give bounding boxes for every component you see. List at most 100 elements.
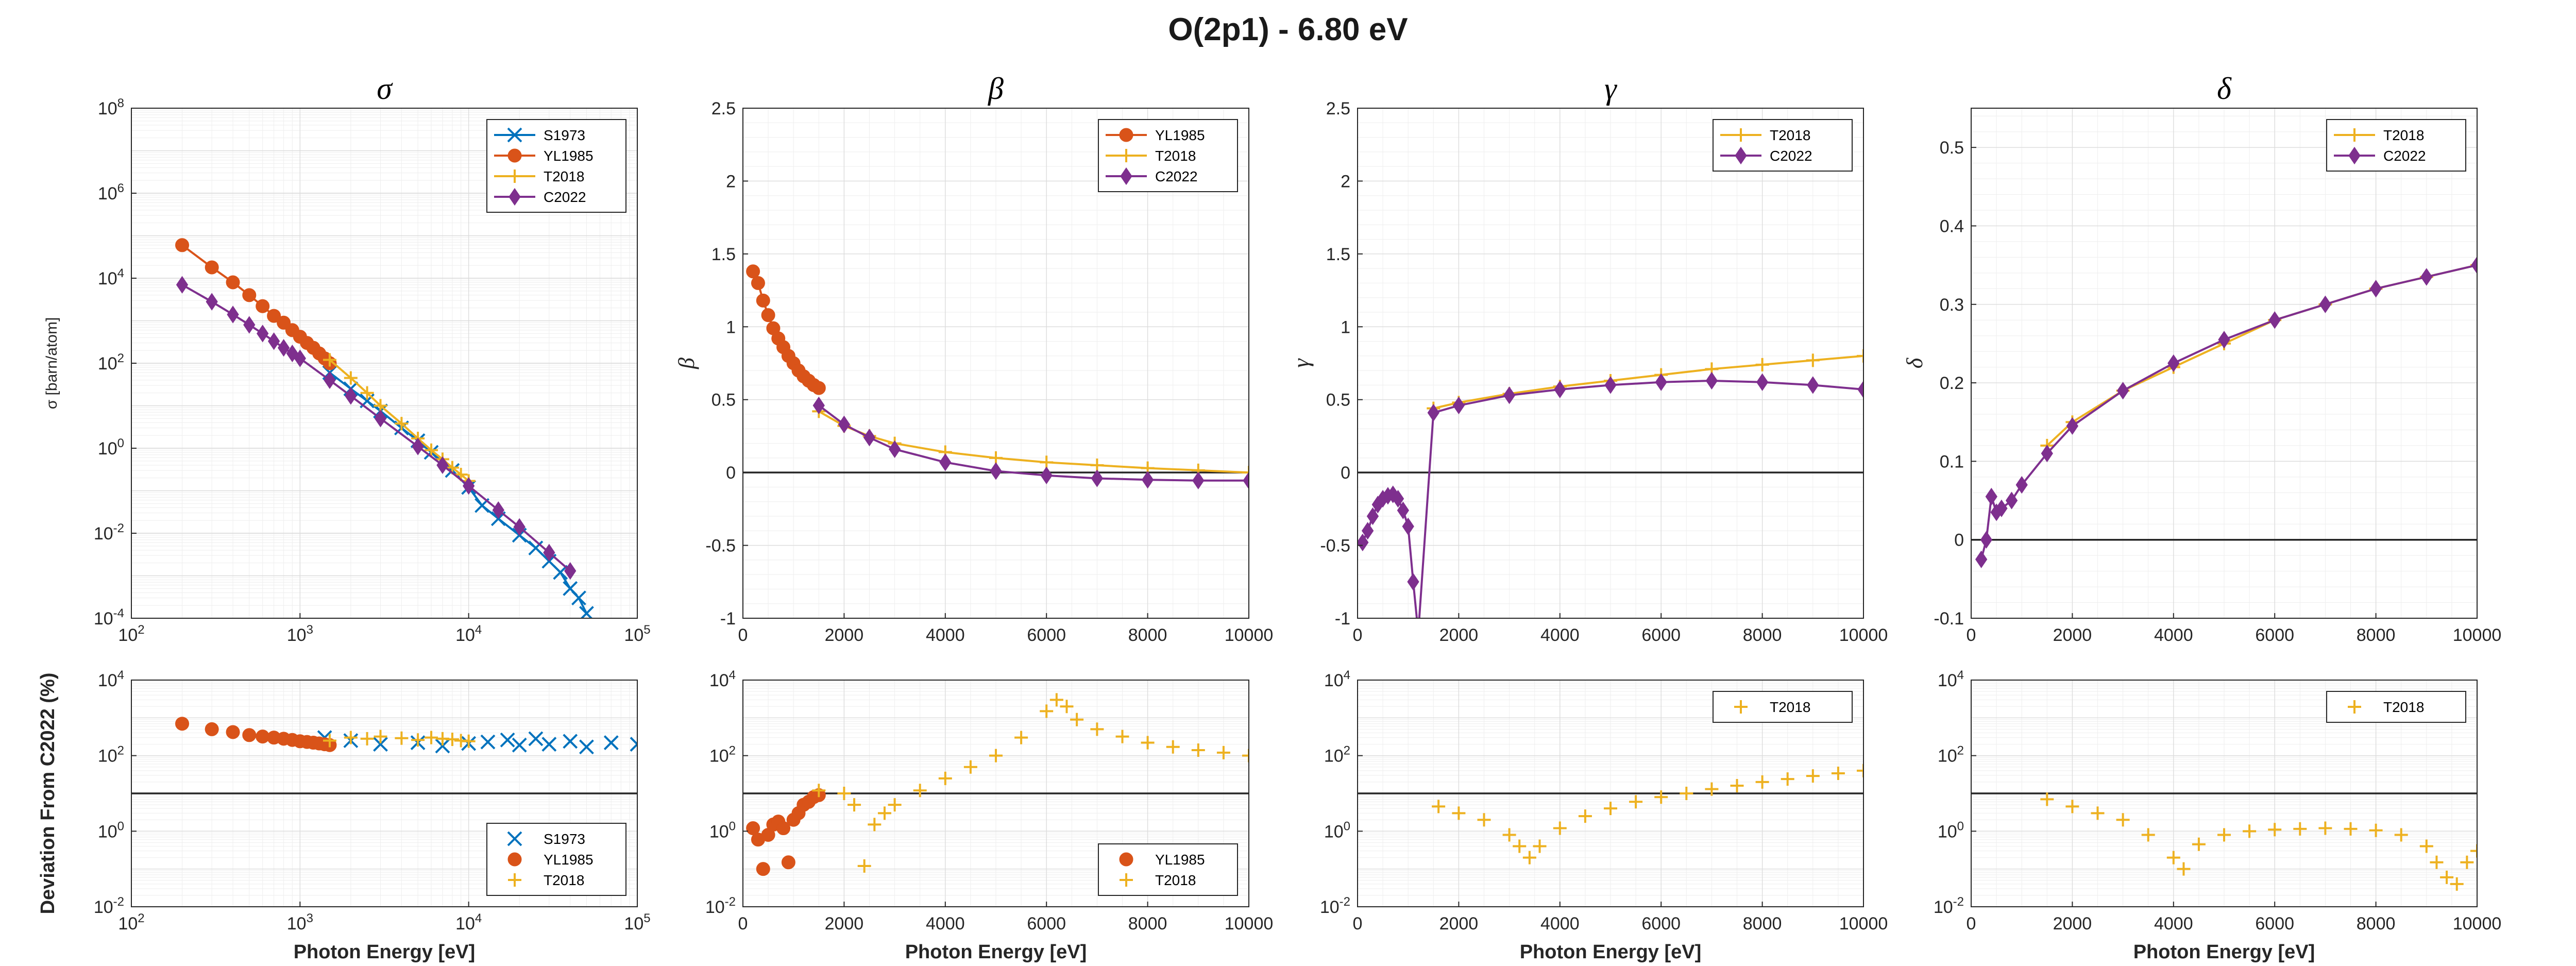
series-group	[2040, 792, 2477, 891]
point-T2018-18	[1831, 767, 1845, 781]
point-T2018-20	[1191, 743, 1205, 757]
y-tick-label: 102	[1324, 744, 1350, 766]
legend: S1973 YL1985 T2018 C2022	[486, 119, 626, 213]
point-T2018-15	[1755, 775, 1769, 789]
point-T2018-6	[425, 731, 438, 744]
point-T2018-22	[1242, 749, 1249, 762]
x-tick-label: 103	[287, 911, 313, 934]
x-tick-label: 0	[738, 625, 748, 645]
legend-marker-T2018	[508, 873, 521, 887]
y-tick-label: 102	[1938, 744, 1964, 766]
point-C2022-20	[1807, 376, 1819, 394]
point-C2022-9	[1192, 471, 1205, 489]
point-T2018-10	[462, 734, 476, 748]
point-C2022-0	[812, 396, 825, 415]
legend-marker-T2018	[508, 170, 521, 183]
point-C2022-3	[243, 316, 256, 334]
point-T2018-11	[2293, 822, 2307, 836]
point-T2018-7	[913, 784, 927, 798]
point-C2022-10	[2167, 354, 2180, 372]
point-T2018-4	[1513, 839, 1527, 853]
point-YL1985-0	[746, 264, 760, 279]
point-C2022-1	[1361, 522, 1374, 540]
point-S1973-14	[630, 737, 637, 752]
point-S1973-2	[373, 737, 388, 752]
point-T2018-3	[374, 730, 387, 743]
x-axis-label: Photon Energy [eV]	[1520, 941, 1702, 963]
legend-label-T2018: T2018	[544, 168, 584, 184]
point-T2018-4	[2141, 828, 2155, 842]
grid	[1971, 108, 2478, 619]
point-C2022-14	[2369, 280, 2382, 298]
x-tick-label: 10000	[2453, 625, 2502, 645]
point-YL1985-1	[205, 722, 219, 736]
point-T2018-3	[857, 859, 871, 873]
y-tick-label: 0.4	[1940, 216, 1964, 236]
y-axis-label: σ [barn/atom]	[43, 317, 60, 410]
y-tick-label: 10-2	[1320, 895, 1350, 917]
legend-label-T2018: T2018	[1770, 127, 1810, 143]
point-T2018-0	[812, 784, 826, 798]
x-tick-label: 2000	[825, 625, 864, 645]
point-T2018-14	[1730, 779, 1744, 793]
point-S1973-8	[512, 737, 527, 753]
point-T2018-7	[1553, 821, 1567, 835]
point-C2022-7	[1091, 469, 1104, 487]
point-T2018-2	[1477, 813, 1491, 827]
point-T2018-10	[989, 749, 1003, 762]
point-C2022-5	[2005, 492, 2018, 510]
point-S1973-12	[528, 540, 544, 556]
point-YL1985-3	[242, 288, 257, 302]
y-tick-label: 0.5	[1940, 138, 1964, 158]
point-T2018-1	[1452, 806, 1466, 820]
x-tick-label: 10000	[1839, 914, 1888, 934]
y-tick-label: 0.3	[1940, 295, 1964, 315]
x-tick-label: 6000	[2255, 914, 2294, 934]
y-tick-label: 100	[709, 819, 736, 841]
point-T2018-10	[1242, 466, 1249, 480]
y-tick-label: 106	[98, 181, 124, 204]
point-C2022-8	[1141, 471, 1154, 489]
x-tick-label: 0	[1967, 625, 1976, 645]
point-C2022-7	[1392, 489, 1404, 508]
legend-marker-T2018	[1734, 128, 1748, 142]
x-tick-label: 2000	[1439, 625, 1479, 645]
legend-marker-T2018	[1734, 700, 1748, 714]
point-S1973-14	[553, 565, 568, 580]
legend-marker-YL1985	[507, 852, 522, 867]
x-tick-label: 10000	[1225, 914, 1274, 934]
point-T2018-4	[868, 818, 882, 832]
point-T2018-16	[1090, 722, 1104, 736]
point-C2022-9	[2116, 382, 2129, 400]
x-tick-label: 0	[1353, 914, 1363, 934]
point-T2018-17	[1115, 730, 1129, 743]
legend-label-T2018: T2018	[1155, 148, 1196, 164]
point-S1973-11	[563, 734, 578, 749]
point-C2022-15	[1554, 380, 1566, 399]
point-T2018-1	[837, 787, 851, 800]
point-YL1985-6	[776, 821, 791, 836]
point-T2018-9	[1857, 349, 1863, 363]
point-YL1985-7	[781, 855, 795, 870]
x-tick-label: 102	[118, 911, 144, 934]
panel-title: γ	[1604, 72, 1617, 106]
point-C2022-1	[206, 293, 218, 311]
y-tick-label: 0	[726, 463, 736, 483]
axes-box	[1357, 108, 1864, 619]
axes-box	[1971, 108, 2478, 619]
x-tick-label: 6000	[1027, 914, 1066, 934]
point-T2018-1	[2065, 800, 2079, 814]
point-T2018-0	[1432, 800, 1446, 814]
point-T2018-21	[1216, 745, 1230, 759]
point-T2018-9	[963, 760, 977, 774]
point-S1973-10	[541, 737, 557, 752]
point-S1973-9	[528, 731, 544, 747]
legend-box	[1713, 119, 1853, 172]
y-tick-label: 1	[726, 317, 736, 337]
y-tick-label: 2	[1341, 172, 1350, 191]
legend-box	[2326, 119, 2466, 172]
y-tick-label: 100	[98, 436, 124, 459]
x-tick-label: 0	[1967, 914, 1976, 934]
legend: YL1985 T2018 C2022	[1098, 119, 1238, 192]
series-group	[746, 264, 1249, 489]
